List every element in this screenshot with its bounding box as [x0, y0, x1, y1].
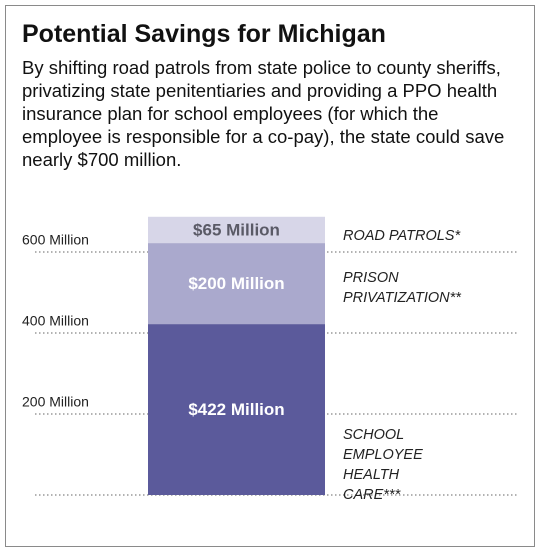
value-label: $65 Million — [193, 220, 280, 239]
chart-title: Potential Savings for Michigan — [22, 20, 386, 48]
bar-segment — [148, 324, 325, 495]
bar-segment — [148, 243, 325, 325]
legend-label: ROAD PATROLS* — [343, 228, 461, 244]
y-tick-label: 200 Million — [22, 394, 89, 410]
value-label: $422 Million — [188, 400, 284, 419]
chart-subtitle: By shifting road patrols from state poli… — [22, 57, 505, 170]
y-tick-label: 400 Million — [22, 313, 89, 329]
legend-label: SCHOOL EMPLOYEE HEALTH CARE*** — [343, 427, 423, 503]
bar-segment — [148, 216, 325, 244]
legend-label: PRISON PRIVATIZATION** — [343, 270, 461, 306]
y-tick-label: 600 Million — [22, 232, 89, 248]
frame — [5, 5, 535, 547]
value-label: $200 Million — [188, 274, 284, 293]
